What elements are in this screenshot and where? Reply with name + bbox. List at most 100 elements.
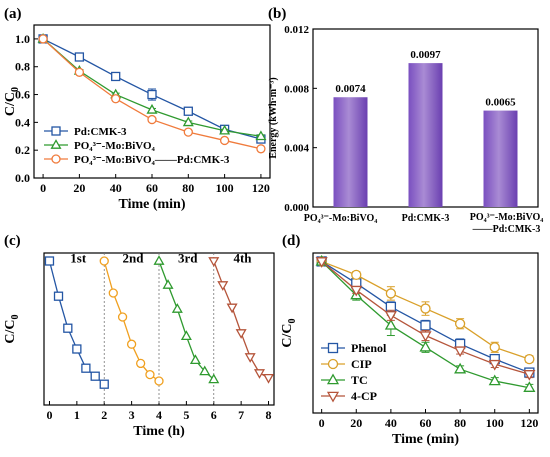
- c-series-line-3: [213, 260, 269, 379]
- panel-label-b: (b): [268, 6, 286, 22]
- d-data-point-0: [420, 320, 431, 331]
- d-x-tick-label: 100: [486, 416, 504, 430]
- a-y-tick-label: 0.2: [15, 143, 30, 157]
- a-x-axis-label: Time (min): [118, 197, 185, 212]
- c-data-point-2: [171, 303, 183, 313]
- a-legend-marker: [51, 154, 61, 164]
- c-x-tick-label: 8: [266, 408, 272, 422]
- a-y-axis-label-main: C/C: [3, 92, 18, 116]
- c-x-tick-label: 4: [156, 408, 162, 422]
- a-legend-label: PO₄³⁻-Mo:BiVO₄: [74, 140, 156, 152]
- a-data-point-2: [38, 34, 48, 44]
- c-data-point-0: [44, 256, 55, 266]
- d-data-point-1: [454, 318, 466, 329]
- a-data-point-2: [219, 135, 230, 146]
- c-data-point-0: [63, 323, 73, 333]
- c-cycle-label: 1st: [70, 251, 87, 266]
- d-data-point-1: [524, 353, 535, 365]
- d-data-point-1: [420, 303, 431, 314]
- c-x-tick-label: 3: [129, 408, 135, 422]
- d-data-point-2: [419, 340, 432, 352]
- a-data-point-2: [74, 67, 85, 77]
- a-x-tick-label: 20: [73, 181, 85, 195]
- d-legend-marker: [326, 373, 340, 385]
- a-y-tick-label: 0.4: [15, 115, 30, 129]
- d-legend-label: Phenol: [351, 341, 387, 355]
- b-bar-value-label: 0.0065: [485, 97, 516, 109]
- d-data-point-2: [488, 374, 501, 386]
- c-series-line-0: [48, 260, 105, 385]
- a-legend-label: PO₄³⁻-Mo:BiVO₄——Pd:CMK-3: [74, 154, 230, 166]
- c-x-tick-label: 5: [183, 408, 189, 422]
- c-data-point-2: [199, 365, 211, 376]
- b-y-axis-label: Energy (kWh·m⁻³): [268, 77, 279, 158]
- chart-panel-b: 0.000 0.004 0.008 0.012 Energy (kWh·m⁻³) 0.00…: [268, 24, 543, 235]
- a-x-tick-label: 120: [252, 181, 270, 195]
- d-data-point-2: [384, 318, 397, 330]
- c-y-axis-label: C/C0: [3, 314, 21, 343]
- a-x-tick-label: 0: [40, 181, 46, 195]
- d-legend-label: 4-CP: [351, 389, 377, 403]
- a-y-tick-label: 0.6: [15, 88, 30, 102]
- a-data-point-2: [183, 127, 193, 137]
- c-series-line-2: [158, 260, 215, 380]
- c-data-point-0: [90, 371, 100, 381]
- a-data-point-1: [219, 124, 231, 135]
- c-data-point-3: [263, 373, 275, 384]
- b-y-tick-label: 0.000: [284, 202, 309, 214]
- a-data-point-1: [182, 116, 194, 127]
- c-data-point-2: [153, 255, 165, 265]
- a-data-point-2: [147, 114, 157, 125]
- d-legend-marker: [327, 342, 339, 354]
- a-y-tick-label: 1.0: [15, 32, 30, 46]
- d-data-point-2: [454, 362, 467, 374]
- c-data-point-1: [154, 376, 164, 386]
- a-x-tick-label: 40: [110, 181, 122, 195]
- d-data-point-1: [489, 342, 500, 353]
- d-x-tick-label: 20: [350, 416, 362, 430]
- b-bar-2: [483, 110, 518, 207]
- b-category-label: PO₄³⁻-Mo:BiVO₄: [304, 213, 378, 224]
- d-legend-marker: [327, 358, 339, 370]
- c-data-point-0: [72, 344, 82, 354]
- d-data-point-3: [488, 359, 501, 371]
- c-data-point-3: [226, 303, 238, 314]
- a-data-point-0: [111, 71, 121, 82]
- b-y-tick-label: 0.008: [284, 83, 309, 95]
- c-x-tick-label: 6: [211, 408, 217, 422]
- a-legend-marker: [51, 126, 61, 136]
- b-bar-value-label: 0.0074: [335, 83, 366, 95]
- b-category-label: Pd:CMK-3: [402, 213, 450, 224]
- a-data-point-1: [255, 130, 267, 141]
- d-y-axis-label-sub: 0: [287, 318, 298, 323]
- d-data-point-3: [523, 370, 536, 381]
- c-data-point-3: [217, 281, 229, 291]
- c-data-point-1: [99, 256, 109, 266]
- c-data-point-1: [126, 339, 137, 349]
- c-data-point-1: [136, 358, 146, 369]
- d-data-point-3: [454, 346, 467, 358]
- a-data-point-2: [111, 94, 121, 104]
- d-data-point-3: [384, 311, 397, 322]
- c-x-tick-label: 2: [101, 408, 107, 422]
- d-data-point-3: [315, 257, 328, 268]
- d-x-axis-label: Time (min): [392, 432, 459, 447]
- d-legend-marker: [326, 391, 340, 403]
- c-data-point-0: [53, 291, 64, 301]
- a-x-tick-label: 80: [182, 181, 194, 195]
- c-y-axis-label-sub: 0: [10, 314, 21, 319]
- a-y-tick-label: 0.0: [15, 171, 30, 185]
- c-data-point-3: [244, 353, 256, 363]
- a-x-tick-label: 100: [216, 181, 234, 195]
- d-x-tick-label: 40: [385, 416, 397, 430]
- b-category-label-part: ——Pd:CMK-3: [472, 224, 541, 235]
- a-legend-label: Pd:CMK-3: [74, 126, 127, 138]
- d-data-point-3: [350, 285, 363, 297]
- c-x-tick-label: 7: [238, 408, 244, 422]
- d-data-point-1: [385, 288, 397, 299]
- d-data-point-3: [419, 331, 432, 343]
- a-y-axis-label: C/C0: [3, 87, 21, 116]
